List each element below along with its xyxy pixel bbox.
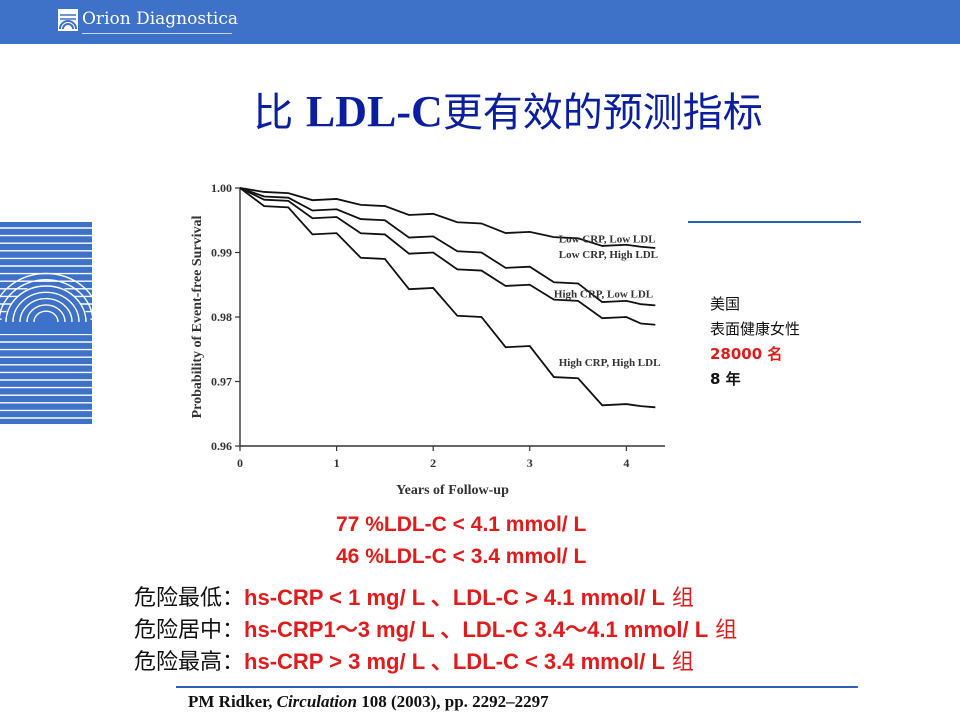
brand-underline bbox=[82, 33, 232, 34]
x-tick-label: 4 bbox=[623, 456, 629, 470]
header-bar: Orion Diagnostica bbox=[0, 0, 960, 44]
series-line bbox=[239, 187, 656, 307]
series-label: High CRP, High LDL bbox=[559, 357, 661, 369]
x-tick-label: 0 bbox=[237, 456, 243, 470]
y-tick-label: 0.96 bbox=[211, 439, 232, 453]
y-axis-label: Probability of Event-free Survival bbox=[190, 215, 205, 418]
risk-criteria: hs-CRP < 1 mg/ L 、LDL-C > 4.1 mmol/ L bbox=[244, 585, 665, 610]
risk-label: 危险居中： bbox=[134, 618, 245, 643]
x-tick-label: 1 bbox=[334, 456, 340, 470]
sample-note: 美国 表面健康女性 28000 名 8 年 bbox=[710, 292, 800, 392]
brand-name: Orion Diagnostica bbox=[82, 9, 239, 29]
title-prefix: 比 bbox=[253, 90, 306, 136]
share-line-1: 77 %LDL-C < 4.1 mmol/ L bbox=[336, 513, 587, 536]
note-count: 28000 名 bbox=[710, 345, 783, 363]
risk-suffix: 组 bbox=[664, 650, 694, 675]
x-tick-label: 2 bbox=[430, 456, 436, 470]
title-suffix: 更有效的预测指标 bbox=[442, 90, 763, 136]
risk-suffix: 组 bbox=[708, 618, 738, 643]
risk-group-low: 危险最低：hs-CRP < 1 mg/ L 、LDL-C > 4.1 mmol/… bbox=[134, 580, 694, 612]
series-label: High CRP, Low LDL bbox=[554, 288, 653, 300]
note-country: 美国 bbox=[710, 295, 741, 313]
note-years: 8 年 bbox=[710, 370, 741, 388]
risk-suffix: 组 bbox=[664, 586, 694, 611]
series-line bbox=[239, 187, 656, 326]
y-tick-label: 0.97 bbox=[211, 375, 232, 389]
series-label: Low CRP, Low LDL bbox=[559, 234, 656, 246]
y-tick-label: 0.99 bbox=[211, 246, 232, 260]
citation: PM Ridker, Circulation 108 (2003), pp. 2… bbox=[188, 692, 549, 711]
risk-group-high: 危险最高：hs-CRP > 3 mg/ L 、LDL-C < 3.4 mmol/… bbox=[134, 644, 694, 676]
series-line bbox=[239, 187, 656, 249]
sunrise-logo-icon bbox=[58, 9, 78, 31]
y-tick-label: 1.00 bbox=[211, 181, 232, 195]
risk-criteria: hs-CRP > 3 mg/ L 、LDL-C < 3.4 mmol/ L bbox=[244, 649, 665, 674]
risk-group-mid: 危险居中：hs-CRP1～3 mg/ L 、LDL-C 3.4～4.1 mmol… bbox=[134, 612, 737, 644]
x-tick-label: 3 bbox=[527, 456, 533, 470]
share-line-2: 46 %LDL-C < 3.4 mmol/ L bbox=[336, 545, 587, 568]
slide-title: 比 LDL-C更有效的预测指标 bbox=[0, 80, 960, 138]
note-population: 表面健康女性 bbox=[710, 320, 801, 338]
series-label: Low CRP, High LDL bbox=[559, 249, 658, 261]
y-tick-label: 0.98 bbox=[211, 310, 232, 324]
citation-divider bbox=[176, 686, 858, 688]
risk-label: 危险最低： bbox=[134, 586, 245, 611]
risk-label: 危险最高： bbox=[134, 650, 245, 675]
title-latin: LDL-C bbox=[305, 87, 443, 136]
sunrise-emblem bbox=[0, 222, 92, 424]
survival-chart: 0.96 0.97 0.98 0.99 1.00 0 1 2 3 4 Years of Follow… bbox=[190, 181, 665, 498]
risk-criteria: hs-CRP1～3 mg/ L 、LDL-C 3.4～4.1 mmol/ L bbox=[244, 617, 709, 642]
note-divider bbox=[688, 221, 861, 223]
x-axis-label: Years of Follow-up bbox=[396, 483, 509, 498]
series-line bbox=[239, 187, 656, 409]
